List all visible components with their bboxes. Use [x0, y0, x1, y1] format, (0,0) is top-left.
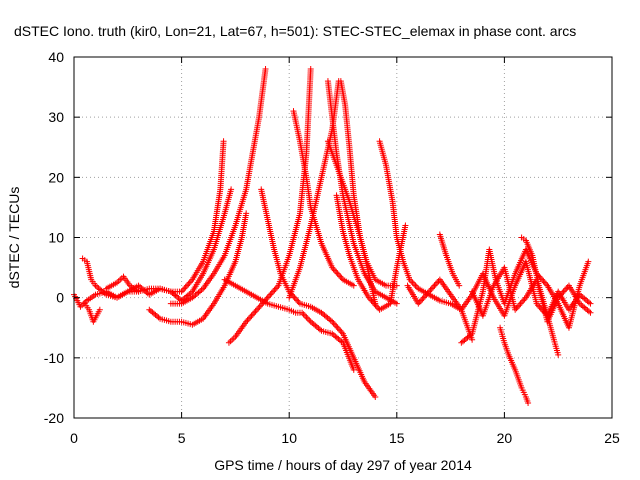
y-tick-label: -20 — [44, 410, 64, 426]
data-point — [333, 269, 340, 276]
data-point — [135, 288, 142, 295]
data-point — [585, 258, 592, 265]
data-point — [402, 222, 409, 229]
data-point — [419, 296, 426, 303]
data-point — [228, 186, 235, 193]
data-point — [331, 267, 338, 274]
data-point — [335, 326, 342, 333]
data-point — [561, 287, 568, 294]
x-tick-label: 10 — [281, 430, 297, 446]
data-point — [220, 138, 227, 145]
data-point — [555, 351, 562, 358]
data-point — [520, 297, 527, 304]
data-point — [372, 300, 379, 307]
data-point — [253, 306, 260, 313]
data-point — [334, 270, 341, 277]
data-point — [272, 285, 279, 292]
chart-title: dSTEC Iono. truth (kir0, Lon=21, Lat=67,… — [14, 23, 576, 39]
data-point — [331, 321, 338, 328]
axis-ticks: 0 5 10 15 20 25 -20 -10 0 10 20 30 40 — [44, 49, 620, 446]
data-point — [456, 282, 463, 289]
y-tick-label: 20 — [48, 169, 64, 185]
data-point — [248, 312, 255, 319]
data-point — [252, 308, 259, 315]
data-point — [249, 311, 256, 318]
data-point — [181, 285, 188, 292]
x-tick-label: 5 — [178, 430, 186, 446]
data-point — [306, 317, 313, 324]
y-tick-label: 0 — [56, 290, 64, 306]
data-point — [337, 273, 344, 280]
data-point — [350, 366, 357, 373]
x-tick-label: 20 — [497, 430, 513, 446]
data-point — [337, 327, 344, 334]
data-point — [183, 282, 190, 289]
data-point — [428, 285, 435, 292]
data-point — [518, 299, 525, 306]
data-point — [185, 281, 192, 288]
data-markers — [71, 66, 594, 406]
data-point — [334, 324, 341, 331]
data-point — [350, 282, 357, 289]
data-point — [307, 66, 314, 73]
data-point — [587, 309, 594, 316]
data-point — [393, 300, 400, 307]
data-point — [304, 315, 311, 322]
data-point — [536, 303, 543, 310]
y-axis-label: dSTEC / TECUs — [6, 187, 22, 289]
data-point — [525, 399, 532, 406]
data-point — [266, 293, 273, 300]
data-point — [541, 279, 548, 286]
y-tick-label: -10 — [44, 350, 64, 366]
data-point — [267, 291, 274, 298]
data-point — [243, 210, 250, 217]
y-tick-label: 30 — [48, 109, 64, 125]
data-point — [430, 284, 437, 291]
data-point — [330, 320, 337, 327]
data-point — [587, 300, 594, 307]
data-point — [262, 66, 269, 73]
data-point — [255, 305, 262, 312]
data-point — [333, 323, 340, 330]
data-point — [412, 282, 419, 289]
data-point — [245, 315, 252, 322]
data-point — [271, 287, 278, 294]
data-point — [268, 290, 275, 297]
data-point — [418, 297, 425, 304]
x-tick-label: 0 — [70, 430, 78, 446]
data-point — [517, 300, 524, 307]
data-point — [409, 279, 416, 286]
data-point — [294, 297, 301, 304]
data-point — [335, 272, 342, 279]
data-point — [301, 312, 308, 319]
data-point — [96, 306, 103, 313]
data-point — [432, 281, 439, 288]
data-point — [469, 336, 476, 343]
data-point — [431, 282, 438, 289]
x-axis-label: GPS time / hours of day 297 of year 2014 — [214, 457, 472, 473]
data-point — [186, 279, 193, 286]
data-point — [247, 314, 254, 321]
data-point — [292, 296, 299, 303]
data-point — [251, 309, 258, 316]
data-point — [270, 288, 277, 295]
data-point — [375, 305, 382, 312]
data-point — [372, 393, 379, 400]
data-point — [179, 287, 186, 294]
data-point — [514, 303, 521, 310]
x-tick-label: 25 — [604, 430, 620, 446]
data-point — [411, 281, 418, 288]
data-point — [303, 314, 310, 321]
x-tick-label: 15 — [389, 430, 405, 446]
y-tick-label: 10 — [48, 230, 64, 246]
data-point — [300, 311, 307, 318]
y-tick-label: 40 — [48, 49, 64, 65]
data-point — [256, 303, 263, 310]
data-point — [182, 284, 189, 291]
data-point — [563, 285, 570, 292]
